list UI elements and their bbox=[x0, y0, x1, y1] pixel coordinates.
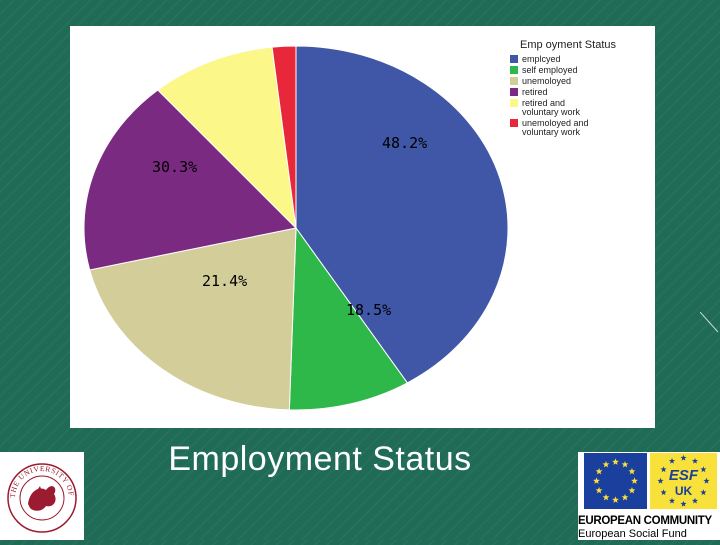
slice-label-self-employed: 18.5% bbox=[346, 301, 391, 319]
star-icon bbox=[621, 460, 629, 468]
star-icon bbox=[700, 466, 707, 473]
legend-swatch-unemployed bbox=[510, 77, 518, 85]
legend-swatch-retired bbox=[510, 88, 518, 96]
star-icon bbox=[668, 497, 676, 504]
legend-label-retired: retired bbox=[522, 87, 548, 97]
star-icon bbox=[691, 457, 699, 464]
star-icon bbox=[595, 486, 603, 494]
legend-label-unemployed: unemoloyed bbox=[522, 76, 571, 86]
star-icon bbox=[703, 477, 710, 484]
star-icon bbox=[612, 458, 619, 465]
star-icon bbox=[631, 477, 638, 484]
star-icon bbox=[657, 477, 664, 484]
pie-slice-self-employed bbox=[288, 226, 409, 411]
legend-swatch-self-employed bbox=[510, 66, 518, 74]
star-icon bbox=[621, 493, 629, 501]
star-icon bbox=[660, 466, 667, 473]
star-icon bbox=[602, 493, 610, 501]
star-icon bbox=[628, 486, 636, 494]
eu-caption-community: EUROPEAN COMMUNITY bbox=[578, 515, 712, 527]
legend-label-employed: emplcyed bbox=[522, 54, 561, 64]
decorative-line bbox=[700, 312, 719, 333]
star-icon bbox=[680, 454, 687, 461]
slice-label-retired: 30.3% bbox=[152, 158, 197, 176]
legend-label-retired-and-voluntary-work: retired and voluntary work bbox=[522, 98, 581, 117]
legend-label-self-employed: self employed bbox=[522, 65, 578, 75]
european-social-fund-logo: ESF UK EUROPEAN COMMUNITY European Socia… bbox=[578, 452, 720, 540]
slice-label-employed: 48.2% bbox=[382, 134, 427, 152]
university-of-salford-logo: THE UNIVERSITY OF SALFORD bbox=[0, 445, 84, 540]
pie-slice-unemployed-and-voluntary-work bbox=[271, 45, 297, 229]
star-icon bbox=[660, 489, 667, 496]
uk-logo-text: UK bbox=[675, 484, 693, 498]
pie-slice-retired bbox=[83, 89, 298, 271]
star-icon bbox=[680, 500, 687, 507]
pie-slice-employed bbox=[295, 45, 509, 384]
legend-swatch-retired-and-voluntary-work bbox=[510, 99, 518, 107]
legend-swatch-unemployed-and-voluntary-work bbox=[510, 119, 518, 127]
pie-chart-panel: 48.2% 18.5% 21.4% 30.3% Emp oyment Status e… bbox=[70, 26, 655, 428]
pie-slice-retired-and-voluntary-work bbox=[157, 46, 297, 230]
legend-swatch-employed bbox=[510, 55, 518, 63]
legend-title: Emp oyment Status bbox=[520, 39, 616, 51]
esf-logo-text: ESF bbox=[669, 467, 699, 484]
star-icon bbox=[595, 467, 603, 475]
legend-label-unemployed-and-voluntary-work: unemoloyed and voluntary work bbox=[522, 118, 589, 137]
pie-slice-unemployed bbox=[89, 227, 297, 411]
star-icon bbox=[628, 467, 636, 475]
slide-title: Employment Status bbox=[168, 440, 472, 478]
star-icon bbox=[593, 477, 600, 484]
slice-label-unemployed: 21.4% bbox=[202, 272, 247, 290]
pie-chart: 48.2% 18.5% 21.4% 30.3% Emp oyment Status e… bbox=[83, 39, 616, 411]
star-icon bbox=[691, 497, 699, 504]
star-icon bbox=[668, 457, 676, 464]
star-icon bbox=[612, 496, 619, 503]
eu-caption-fund: European Social Fund bbox=[578, 528, 687, 540]
star-icon bbox=[700, 489, 707, 496]
star-icon bbox=[602, 460, 610, 468]
eu-esf-flags: ESF UK bbox=[584, 453, 717, 509]
